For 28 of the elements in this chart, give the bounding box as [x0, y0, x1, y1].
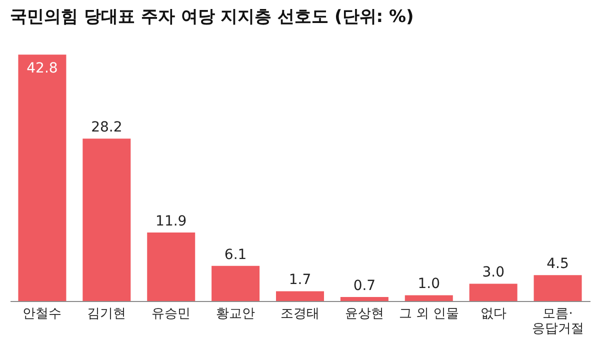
data-label: 1.0: [418, 276, 440, 292]
data-label: 4.5: [546, 256, 569, 272]
x-tick-label: 안철수: [22, 306, 62, 322]
chart-title: 국민의힘 당대표 주자 여당 지지층 선호도 (단위: %): [10, 7, 414, 27]
data-label: 3.0: [482, 264, 504, 281]
x-tick-label: 황교안: [216, 306, 256, 322]
bar: [469, 284, 518, 301]
data-label: 1.7: [288, 272, 312, 288]
data-label: 42.8: [26, 60, 58, 77]
x-tick-label: 조경태: [280, 306, 320, 322]
x-tick-label: 없다: [480, 306, 506, 322]
bar: [340, 296, 388, 301]
x-tick-label: 그 외 인물: [398, 306, 460, 322]
bar: [82, 138, 131, 301]
x-tick-label: 유승민: [152, 306, 191, 322]
bar: [147, 232, 196, 301]
x-tick-label: 김기현: [87, 306, 126, 322]
data-label: 6.1: [224, 246, 247, 263]
bar: [276, 291, 324, 301]
x-tick-label: 윤상현: [344, 306, 384, 322]
data-label: 11.9: [156, 214, 187, 230]
data-label: 0.7: [353, 278, 376, 294]
x-tick-label: 모름·응답거절: [532, 306, 584, 336]
bar: [18, 54, 66, 301]
bar: [212, 266, 260, 301]
bar: [534, 275, 582, 301]
data-label: 28.2: [91, 120, 122, 136]
bar: [404, 295, 453, 301]
